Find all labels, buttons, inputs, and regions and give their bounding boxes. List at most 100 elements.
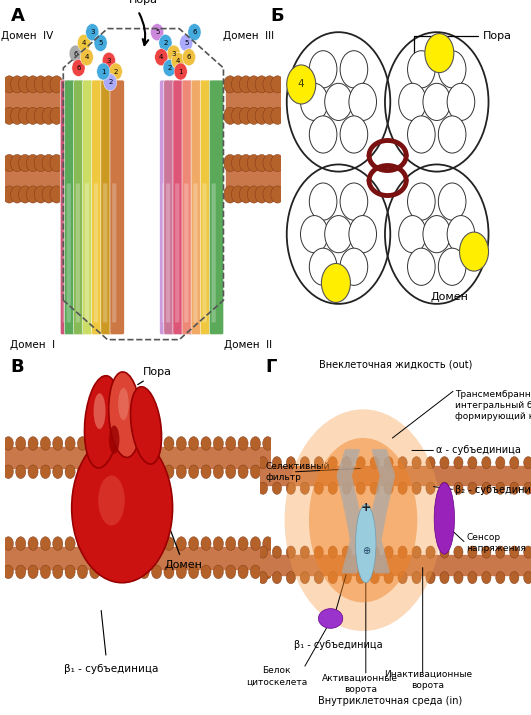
Circle shape [239, 186, 253, 203]
Circle shape [239, 76, 253, 93]
FancyBboxPatch shape [73, 80, 88, 335]
Circle shape [349, 83, 376, 120]
Bar [5, 547, 271, 568]
Circle shape [151, 465, 161, 478]
Text: Домен  III: Домен III [222, 31, 274, 41]
Circle shape [407, 51, 435, 88]
Circle shape [34, 107, 47, 124]
Circle shape [127, 565, 137, 578]
Text: 4: 4 [84, 54, 89, 60]
Text: Б: Б [271, 7, 285, 25]
Circle shape [263, 107, 276, 124]
Text: β₂ - субъединица: β₂ - субъединица [455, 485, 531, 495]
Text: β₁ - субъединица: β₁ - субъединица [294, 640, 383, 650]
Circle shape [356, 546, 365, 558]
FancyBboxPatch shape [70, 80, 84, 335]
Circle shape [176, 437, 186, 450]
Bar [5, 447, 271, 468]
Circle shape [115, 537, 125, 551]
Circle shape [201, 465, 211, 478]
FancyBboxPatch shape [85, 184, 89, 322]
Circle shape [102, 537, 112, 551]
Circle shape [286, 546, 295, 558]
FancyBboxPatch shape [72, 184, 76, 322]
Text: ⊕: ⊕ [362, 546, 370, 556]
Text: Сенсор
напряжения: Сенсор напряжения [466, 533, 526, 553]
Circle shape [139, 537, 149, 551]
Circle shape [468, 457, 477, 469]
Text: α - субъединица: α - субъединица [436, 445, 521, 455]
Ellipse shape [72, 433, 173, 583]
Text: 2: 2 [163, 40, 168, 46]
FancyBboxPatch shape [208, 184, 212, 322]
Circle shape [34, 76, 47, 93]
Text: Трансмембранный
интегральный белок,
формирующий канал: Трансмембранный интегральный белок, форм… [455, 390, 531, 421]
Text: 2: 2 [167, 65, 172, 71]
Circle shape [468, 571, 477, 583]
Circle shape [272, 546, 281, 558]
FancyBboxPatch shape [99, 184, 103, 322]
Circle shape [238, 437, 248, 450]
Text: Домен  I: Домен I [11, 340, 55, 350]
Circle shape [3, 107, 16, 124]
Circle shape [398, 546, 407, 558]
Circle shape [300, 571, 310, 583]
Circle shape [271, 186, 284, 203]
Circle shape [340, 51, 368, 88]
FancyBboxPatch shape [166, 184, 170, 322]
Circle shape [286, 457, 295, 469]
FancyBboxPatch shape [110, 80, 124, 335]
Circle shape [263, 565, 273, 578]
Text: 5: 5 [98, 40, 103, 46]
Circle shape [224, 107, 237, 124]
Text: 3: 3 [90, 29, 95, 35]
Circle shape [356, 457, 365, 469]
Circle shape [251, 565, 261, 578]
Circle shape [412, 571, 421, 583]
Circle shape [115, 465, 125, 478]
Circle shape [151, 437, 161, 450]
FancyBboxPatch shape [209, 80, 224, 335]
Circle shape [510, 482, 519, 494]
Circle shape [78, 34, 91, 51]
Ellipse shape [309, 438, 417, 602]
Circle shape [201, 565, 211, 578]
Circle shape [398, 457, 407, 469]
Circle shape [440, 571, 449, 583]
FancyBboxPatch shape [173, 80, 187, 335]
Circle shape [524, 571, 531, 583]
Circle shape [3, 537, 13, 551]
Circle shape [109, 63, 122, 80]
Circle shape [213, 537, 224, 551]
Circle shape [255, 186, 268, 203]
Text: Домен  II: Домен II [224, 340, 272, 350]
Circle shape [176, 465, 186, 478]
Circle shape [188, 24, 201, 41]
Text: 5: 5 [155, 29, 159, 35]
Circle shape [251, 537, 261, 551]
Ellipse shape [434, 483, 455, 554]
FancyBboxPatch shape [83, 80, 97, 335]
Circle shape [314, 546, 323, 558]
Circle shape [102, 52, 115, 69]
Text: 1: 1 [101, 69, 106, 74]
FancyBboxPatch shape [66, 184, 71, 322]
Circle shape [309, 116, 337, 153]
Ellipse shape [109, 425, 119, 454]
Ellipse shape [319, 608, 343, 628]
Circle shape [407, 183, 435, 220]
FancyBboxPatch shape [164, 80, 178, 335]
Circle shape [259, 546, 268, 558]
Bar [5, 88, 61, 112]
Circle shape [232, 76, 245, 93]
Circle shape [40, 565, 50, 578]
Circle shape [356, 571, 365, 583]
Circle shape [189, 465, 199, 478]
Circle shape [340, 248, 368, 285]
Circle shape [271, 107, 284, 124]
FancyBboxPatch shape [180, 184, 184, 322]
Circle shape [213, 565, 224, 578]
FancyBboxPatch shape [101, 80, 115, 335]
Circle shape [28, 537, 38, 551]
Circle shape [439, 51, 466, 88]
